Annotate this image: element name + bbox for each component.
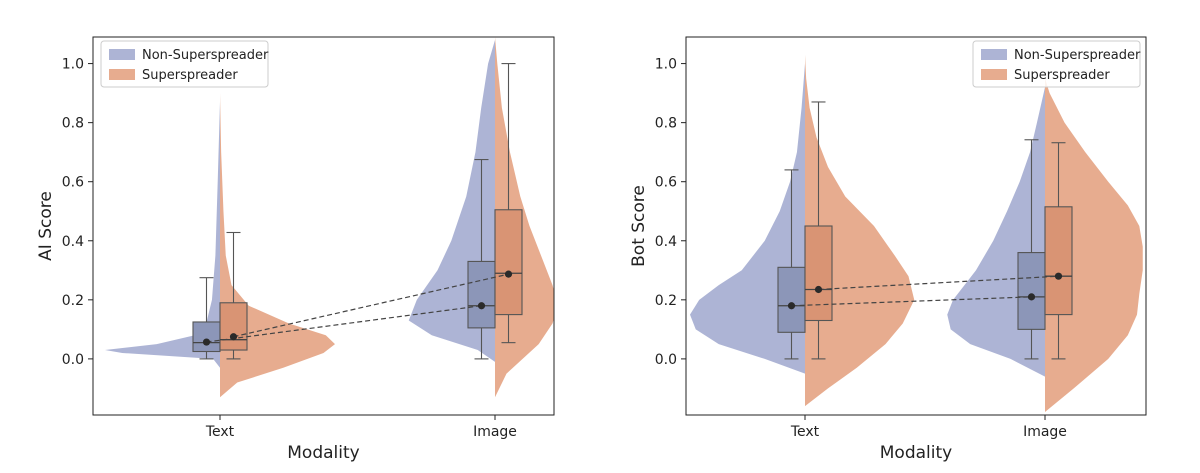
legend-box (100, 40, 269, 88)
y-tick-label: 0.4 (62, 234, 84, 250)
y-tick-label: 1.0 (62, 57, 84, 73)
legend-swatch-superspreader (981, 69, 1007, 80)
y-tick-label: 0.6 (655, 175, 677, 191)
ai-score-panel: 0.0 0.2 0.4 0.6 0.8 1.0 Text Image Modality AI Sc… (36, 36, 555, 463)
mean-point-non-superspreader-image (477, 302, 486, 310)
y-tick-label: 0.2 (62, 293, 84, 309)
mean-trend-superspreader (233, 273, 509, 338)
box-non-superspreader-image (1017, 252, 1046, 330)
legend: Non-Superspreader Superspreader (972, 40, 1141, 88)
y-tick-label: 1.0 (655, 57, 677, 73)
y-axis-title: Bot Score (629, 185, 649, 267)
box-non-superspreader-image (467, 260, 496, 329)
y-axis-title: AI Score (36, 191, 56, 261)
box-superspreader-image (494, 209, 523, 316)
plot-area (105, 37, 554, 398)
y-tick-label: 0.8 (655, 116, 677, 132)
box-superspreader-image (1044, 206, 1073, 316)
legend-swatch-superspreader (109, 69, 135, 80)
y-tick-label: 0.0 (62, 352, 84, 368)
mean-point-superspreader-image (1054, 272, 1063, 280)
y-tick-label: 0.0 (655, 352, 677, 368)
legend-swatch-non-superspreader (981, 49, 1007, 60)
mean-point-superspreader-text (814, 285, 823, 294)
violin-non-superspreader-image (947, 87, 1045, 377)
bot-score-panel: 0.0 0.2 0.4 0.6 0.8 1.0 Text Image Modality Bot S… (629, 36, 1147, 463)
x-tick-label: Image (473, 424, 517, 440)
legend-label-superspreader: Superspreader (1014, 68, 1110, 83)
box-superspreader-text (804, 225, 833, 322)
y-tick-label: 0.2 (655, 293, 677, 309)
mean-point-non-superspreader-image (1027, 293, 1036, 301)
mean-point-non-superspreader-text (787, 302, 796, 310)
box-superspreader-text (219, 302, 248, 351)
legend-box (972, 40, 1141, 88)
mean-trend-non-superspreader (791, 296, 1032, 307)
box-non-superspreader-text (777, 266, 806, 333)
mean-point-superspreader-text (229, 333, 238, 341)
box-non-superspreader-text (192, 321, 221, 353)
y-tick-label: 0.8 (62, 116, 84, 132)
x-tick-label: Text (205, 424, 235, 440)
legend-label-non-superspreader: Non-Superspreader (1014, 48, 1141, 63)
legend-label-non-superspreader: Non-Superspreader (142, 48, 269, 63)
y-tick-label: 0.6 (62, 175, 84, 191)
x-axis-title: Modality (287, 443, 359, 463)
mean-trend-non-superspreader (206, 305, 482, 343)
violin-non-superspreader-text (690, 63, 805, 374)
violin-superspreader-text (220, 93, 335, 398)
mean-point-superspreader-image (504, 270, 513, 278)
mean-trend-superspreader (818, 275, 1059, 291)
axes-frame (685, 36, 1147, 416)
legend-swatch-non-superspreader (109, 49, 135, 60)
legend-label-superspreader: Superspreader (142, 68, 238, 83)
mean-point-non-superspreader-text (202, 338, 211, 346)
x-tick-label: Image (1023, 424, 1067, 440)
axes-frame (92, 36, 555, 416)
legend: Non-Superspreader Superspreader (100, 40, 269, 88)
violin-superspreader-image (1045, 78, 1143, 413)
plot-area (690, 54, 1143, 413)
x-axis-title: Modality (880, 443, 952, 463)
x-tick-label: Text (790, 424, 820, 440)
y-tick-label: 0.4 (655, 234, 677, 250)
